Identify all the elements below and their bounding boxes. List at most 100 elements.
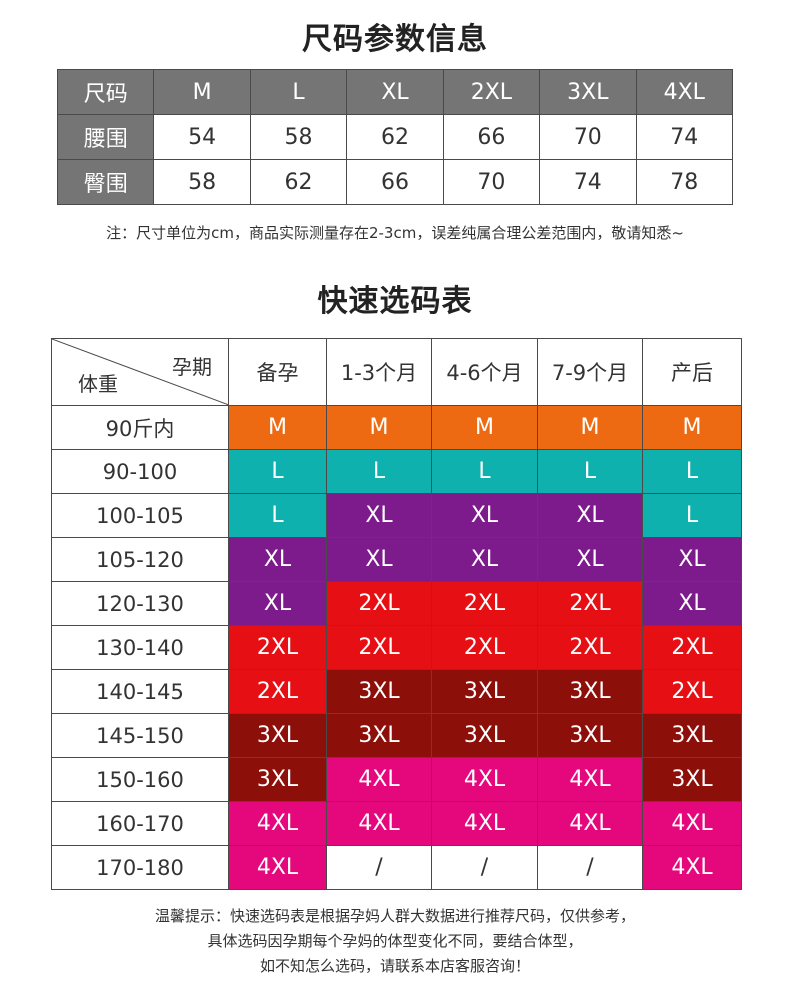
size-header-cell: XL bbox=[346, 69, 444, 115]
recommended-size-cell: M bbox=[537, 405, 643, 450]
size-info-title: 尺码参数信息 bbox=[302, 22, 488, 57]
size-value-cell: 74 bbox=[539, 159, 637, 205]
recommended-size-cell: 2XL bbox=[537, 581, 643, 626]
recommended-size-cell: L bbox=[642, 493, 742, 538]
recommended-size-cell: 2XL bbox=[537, 625, 643, 670]
guide-row: 170-180 4XL / //4XL bbox=[51, 845, 742, 890]
recommended-size-cell: 4XL bbox=[228, 845, 327, 890]
size-value-cell: 66 bbox=[442, 114, 541, 160]
weight-range-cell: 170-180 bbox=[51, 845, 229, 890]
recommended-size-cell: 4XL bbox=[537, 757, 643, 802]
weight-range-cell: 140-145 bbox=[51, 669, 229, 714]
recommended-size-cell: 2XL bbox=[431, 581, 538, 626]
guide-row: 90斤内 M M M M M bbox=[51, 405, 742, 450]
tip-line-3: 如不知怎么选码，请联系本店客服咨询！ bbox=[259, 957, 530, 975]
guide-column-header: 1-3个月 bbox=[326, 338, 432, 406]
weight-range-cell: 150-160 bbox=[51, 757, 229, 802]
size-header-cell: L bbox=[249, 69, 348, 115]
guide-row: 160-170 4XL 4XL 4XL 4XL 4XL bbox=[51, 801, 742, 846]
recommended-size-cell: XL bbox=[642, 537, 742, 582]
recommended-size-cell: 3XL bbox=[642, 713, 742, 758]
recommended-size-cell: 4XL bbox=[642, 801, 742, 846]
recommended-size-cell: 3XL bbox=[642, 757, 742, 802]
size-value-cell: 70 bbox=[539, 114, 637, 160]
corner-label-weight: 体重 bbox=[78, 372, 118, 396]
recommended-size-cell: / bbox=[431, 845, 538, 890]
size-header-label: 尺码 bbox=[56, 69, 155, 115]
recommended-size-cell: 3XL bbox=[431, 713, 538, 758]
weight-range-cell: 130-140 bbox=[51, 625, 229, 670]
recommended-size-cell: L bbox=[326, 449, 432, 494]
recommended-size-cell: 3XL bbox=[537, 713, 643, 758]
recommended-size-cell: 4XL bbox=[431, 801, 538, 846]
quick-guide-title: 快速选码表 bbox=[317, 284, 473, 319]
recommended-size-cell: 4XL bbox=[537, 801, 643, 846]
recommended-size-cell: XL bbox=[642, 581, 742, 626]
size-value-cell: 74 bbox=[635, 114, 734, 160]
size-value-cell: 78 bbox=[635, 159, 734, 205]
recommended-size-cell: 3XL bbox=[537, 669, 643, 714]
guide-column-header: 7-9个月 bbox=[537, 338, 643, 406]
quick-size-guide-table: 孕期 体重 备孕 1-3个月 4-6个月 7-9个月 产后 90斤内 M M M M M 9… bbox=[51, 338, 742, 890]
recommended-size-cell: XL bbox=[228, 537, 327, 582]
weight-range-cell: 90-100 bbox=[51, 449, 229, 494]
recommended-size-cell: L bbox=[537, 449, 643, 494]
recommended-size-cell: XL bbox=[228, 581, 327, 626]
size-value-cell: 66 bbox=[346, 159, 444, 205]
recommended-size-cell: 3XL bbox=[326, 713, 432, 758]
size-row: 腰围 54 58 62 66 70 74 bbox=[56, 114, 734, 160]
recommended-size-cell: 3XL bbox=[326, 669, 432, 714]
diagonal-divider bbox=[52, 339, 228, 405]
guide-column-header: 产后 bbox=[642, 338, 742, 406]
size-row-label: 臀围 bbox=[56, 159, 155, 205]
size-header-cell: 2XL bbox=[442, 69, 541, 115]
recommended-size-cell: 4XL bbox=[431, 757, 538, 802]
recommended-size-cell: 4XL bbox=[228, 801, 327, 846]
size-value-cell: 58 bbox=[153, 159, 251, 205]
recommended-size-cell: XL bbox=[431, 537, 538, 582]
guide-header-row: 孕期 体重 备孕 1-3个月 4-6个月 7-9个月 产后 bbox=[51, 338, 742, 406]
recommended-size-cell: 2XL bbox=[642, 625, 742, 670]
guide-row: 145-150 3XL 3XL 3XL 3XL 3XL bbox=[51, 713, 742, 758]
corner-label-pregnancy: 孕期 bbox=[172, 355, 212, 379]
recommended-size-cell: M bbox=[642, 405, 742, 450]
recommended-size-cell: / bbox=[326, 845, 432, 890]
recommended-size-cell: XL bbox=[431, 493, 538, 538]
recommended-size-cell: 3XL bbox=[431, 669, 538, 714]
recommended-size-cell: XL bbox=[537, 493, 643, 538]
recommended-size-cell: M bbox=[326, 405, 432, 450]
size-value-cell: 54 bbox=[153, 114, 251, 160]
recommended-size-cell: 2XL bbox=[642, 669, 742, 714]
recommended-size-cell: 2XL bbox=[326, 581, 432, 626]
guide-row: 100-105 L XL XL XL L bbox=[51, 493, 742, 538]
recommended-size-cell: M bbox=[431, 405, 538, 450]
size-parameter-table: 尺码 M L XL 2XL 3XL 4XL 腰围 54 58 62 66 70 74 臀围 58 62 66 70 7… bbox=[56, 69, 734, 205]
guide-row: 120-130 XL 2XL 2XL 2XL XL bbox=[51, 581, 742, 626]
weight-range-cell: 100-105 bbox=[51, 493, 229, 538]
recommended-size-cell: 4XL bbox=[326, 757, 432, 802]
guide-column-header: 4-6个月 bbox=[431, 338, 538, 406]
recommended-size-cell: XL bbox=[537, 537, 643, 582]
weight-range-cell: 90斤内 bbox=[51, 405, 229, 450]
recommended-size-cell: L bbox=[431, 449, 538, 494]
recommended-size-cell: 2XL bbox=[326, 625, 432, 670]
recommended-size-cell: 2XL bbox=[228, 625, 327, 670]
recommended-size-cell: L bbox=[228, 493, 327, 538]
size-value-cell: 62 bbox=[249, 159, 348, 205]
size-header-cell: 3XL bbox=[539, 69, 637, 115]
tip-line-1: 温馨提示：快速选码表是根据孕妈人群大数据进行推荐尺码，仅供参考， bbox=[154, 907, 635, 925]
recommended-size-cell: 4XL bbox=[326, 801, 432, 846]
recommended-size-cell: L bbox=[642, 449, 742, 494]
size-row-label: 腰围 bbox=[56, 114, 155, 160]
size-value-cell: 70 bbox=[442, 159, 541, 205]
guide-row: 90-100 L L L L L bbox=[51, 449, 742, 494]
guide-row: 140-145 2XL 3XL 3XL 3XL 2XL bbox=[51, 669, 742, 714]
guide-row: 150-160 3XL 4XL 4XL 4XL 3XL bbox=[51, 757, 742, 802]
recommended-size-cell: L bbox=[228, 449, 327, 494]
size-value-cell: 58 bbox=[249, 114, 348, 160]
recommended-size-cell: 4XL bbox=[642, 845, 742, 890]
recommended-size-cell: XL bbox=[326, 493, 432, 538]
guide-row: 105-120 XL XL XL XL XL bbox=[51, 537, 742, 582]
size-header-cell: M bbox=[153, 69, 251, 115]
size-note: 注：尺寸单位为cm，商品实际测量存在2-3cm，误差纯属合理公差范围内，敬请知悉… bbox=[106, 224, 684, 242]
